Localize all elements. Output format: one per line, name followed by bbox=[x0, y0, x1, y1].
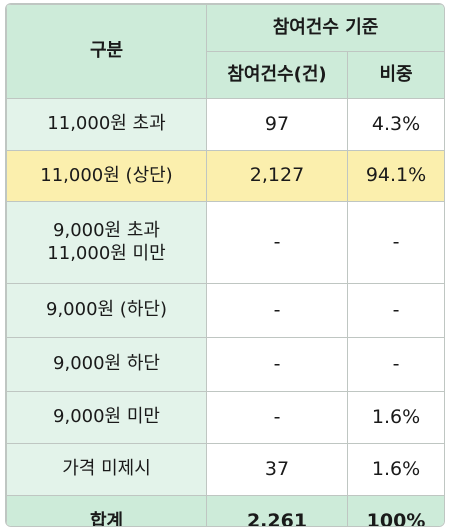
row-label: 11,000원 초과 bbox=[6, 98, 207, 151]
total-share: 100% bbox=[346, 495, 444, 526]
row-share: - bbox=[346, 283, 444, 338]
row-label-line2: 11,000원 미만 bbox=[47, 242, 166, 264]
header-category: 구분 bbox=[6, 4, 207, 99]
row-count: - bbox=[206, 201, 348, 284]
header-row-1: 구분 참여건수 기준 bbox=[6, 4, 444, 99]
row-label: 9,000원 미만 bbox=[6, 391, 207, 444]
row-share: - bbox=[346, 201, 444, 284]
row-count: - bbox=[206, 391, 348, 444]
table-row: 가격 미제시 37 1.6% bbox=[6, 443, 444, 496]
row-share: 4.3% bbox=[346, 98, 444, 151]
participation-table: 구분 참여건수 기준 참여건수(건) 비중 11,000원 초과 97 4.3%… bbox=[6, 4, 444, 526]
row-label: 9,000원 하단 bbox=[6, 337, 207, 392]
header-row-2: 참여건수(건) 비중 bbox=[7, 51, 444, 99]
table-row: 9,000원 초과 11,000원 미만 - - bbox=[6, 201, 444, 284]
row-share: 1.6% bbox=[346, 391, 444, 444]
row-label: 가격 미제시 bbox=[6, 443, 207, 496]
row-share: 94.1% bbox=[346, 150, 444, 202]
row-label: 9,000원 (하단) bbox=[6, 283, 207, 338]
row-share: 1.6% bbox=[346, 443, 444, 496]
total-count: 2,261 bbox=[206, 495, 348, 526]
total-label: 합계 bbox=[6, 495, 207, 526]
table-row: 9,000원 미만 - 1.6% bbox=[6, 391, 444, 444]
row-count: - bbox=[206, 337, 348, 392]
header-group: 참여건수 기준 bbox=[205, 4, 444, 52]
row-label: 9,000원 초과 11,000원 미만 bbox=[6, 201, 207, 284]
header-count: 참여건수(건) bbox=[206, 51, 348, 99]
row-count: 97 bbox=[206, 98, 348, 151]
table-row: 9,000원 (하단) - - bbox=[6, 283, 444, 338]
row-share: - bbox=[346, 337, 444, 392]
row-label: 11,000원 (상단) bbox=[6, 150, 207, 202]
row-count: - bbox=[206, 283, 348, 338]
table-row: 11,000원 초과 97 4.3% bbox=[6, 98, 444, 151]
total-row: 합계 2,261 100% bbox=[6, 495, 444, 526]
demand-forecast-table-card: 구분 참여건수 기준 참여건수(건) 비중 11,000원 초과 97 4.3%… bbox=[5, 3, 445, 527]
header-share: 비중 bbox=[346, 51, 444, 99]
row-count: 37 bbox=[206, 443, 348, 496]
row-label-line1: 9,000원 초과 bbox=[53, 220, 160, 241]
table-row-highlighted: 11,000원 (상단) 2,127 94.1% bbox=[6, 150, 444, 202]
table-row: 9,000원 하단 - - bbox=[6, 337, 444, 392]
row-count: 2,127 bbox=[206, 150, 348, 202]
